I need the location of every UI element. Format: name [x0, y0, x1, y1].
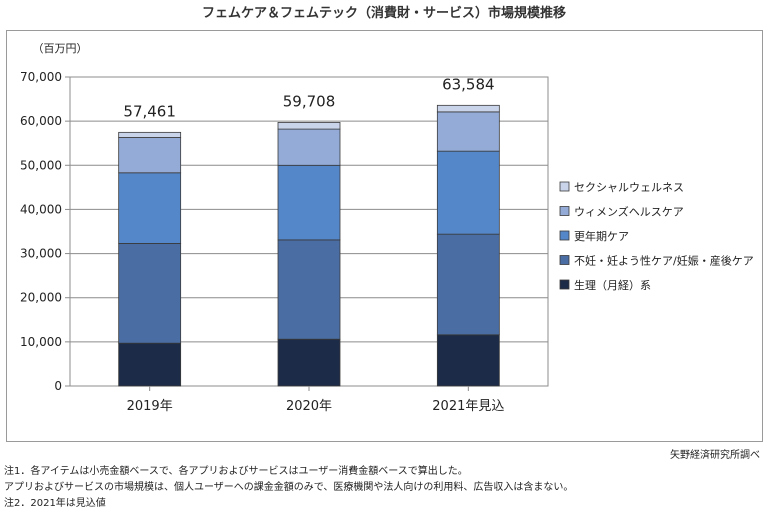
note-1-continued: アプリおよびサービスの市場規模は、個人ユーザーへの課金金額のみで、医療機関や法人…: [4, 482, 574, 493]
y-tick-label: 10,000: [20, 335, 62, 349]
bar-segment: [118, 243, 182, 344]
x-tick-label: 2019年: [127, 399, 173, 414]
legend-swatch: [559, 255, 570, 265]
bar-segment: [277, 128, 341, 166]
bar-segment: [118, 137, 182, 174]
x-tick-label: 2021年見込: [432, 399, 504, 414]
legend-swatch: [559, 181, 570, 192]
y-tick-label: 30,000: [20, 247, 62, 261]
bar-segment: [436, 111, 500, 152]
bar-segment: [277, 239, 341, 340]
bar-segment: [118, 342, 182, 387]
legend-label: 不妊・妊よう性ケア/妊娠・産後ケア: [574, 254, 754, 268]
bar-segment: [118, 131, 182, 138]
legend-label: ウィメンズヘルスケア: [574, 205, 684, 219]
bar-segment: [436, 233, 500, 336]
y-tick-label: 50,000: [20, 158, 62, 172]
y-tick-label: 40,000: [20, 202, 62, 216]
legend-swatch: [559, 230, 570, 241]
bar-segment: [118, 172, 182, 244]
chart-title: フェムケア＆フェムテック（消費財・サービス）市場規模推移: [201, 6, 566, 21]
bar-segment: [277, 122, 341, 130]
y-tick-label: 20,000: [20, 291, 62, 305]
y-unit-label: （百万円）: [33, 42, 88, 55]
legend-swatch: [559, 279, 570, 290]
x-tick-label: 2020年: [286, 399, 332, 414]
note-2: 注2．2021年は見込値: [4, 498, 106, 509]
note-1: 注1．各アイテムは小売金額ベースで、各アプリおよびサービスはユーザー消費金額ベー…: [4, 466, 468, 477]
bar-total-label: 63,584: [442, 75, 495, 93]
bar-segment: [436, 334, 500, 387]
legend-swatch: [559, 206, 570, 216]
legend-label: 更年期ケア: [574, 229, 629, 243]
bar-segment: [436, 150, 500, 235]
y-tick-label: 60,000: [20, 114, 62, 128]
chart-frame: [6, 30, 763, 442]
bar-segment: [436, 104, 500, 113]
bar-total-label: 57,461: [123, 102, 176, 120]
legend-label: 生理（月経）系: [574, 278, 651, 292]
bar-segment: [277, 338, 341, 387]
bar-total-label: 59,708: [283, 92, 336, 110]
source-credit: 矢野経済研究所調べ: [670, 450, 760, 461]
legend-label: セクシャルウェルネス: [574, 181, 684, 194]
y-tick-label: 0: [54, 379, 62, 393]
bar-segment: [277, 164, 341, 241]
y-tick-label: 70,000: [20, 70, 62, 84]
